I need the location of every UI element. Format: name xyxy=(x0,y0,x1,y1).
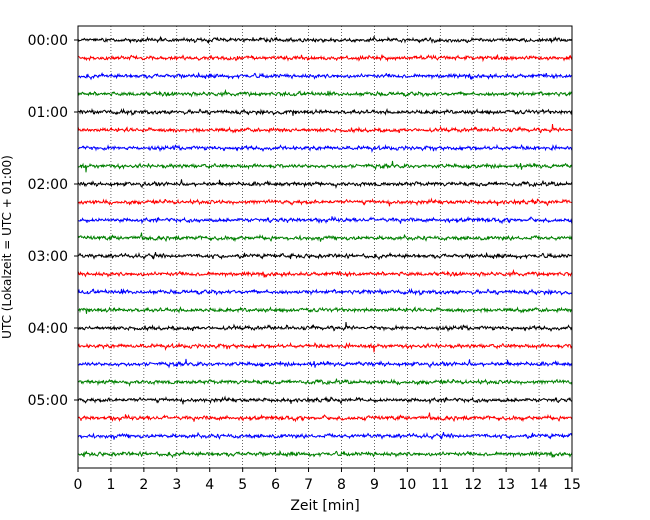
trace-04:30 xyxy=(77,358,573,369)
x-tick-label-14: 14 xyxy=(530,477,548,493)
x-tick-label-2: 2 xyxy=(139,477,148,493)
y-tick-label-0: 00:00 xyxy=(28,33,68,49)
trace-05:00 xyxy=(77,395,573,405)
trace-02:30 xyxy=(77,215,573,225)
seismic-traces xyxy=(77,35,573,459)
y-axis-ticks: 00:00 01:00 02:00 03:00 04:00 05:00 xyxy=(28,33,78,409)
x-tick-label-10: 10 xyxy=(398,477,416,493)
trace-01:30 xyxy=(77,143,573,154)
trace-05:30 xyxy=(77,432,573,441)
y-tick-label-4: 04:00 xyxy=(28,321,68,337)
x-tick-label-6: 6 xyxy=(271,477,280,493)
trace-00:00 xyxy=(77,35,573,44)
x-tick-label-0: 0 xyxy=(74,477,83,493)
x-tick-label-3: 3 xyxy=(172,477,181,493)
x-tick-label-9: 9 xyxy=(370,477,379,493)
x-axis-label: Zeit [min] xyxy=(290,498,359,514)
trace-05:15 xyxy=(77,412,573,423)
trace-04:00 xyxy=(77,322,573,333)
x-tick-label-15: 15 xyxy=(563,477,581,493)
trace-00:30 xyxy=(77,71,573,81)
trace-03:15 xyxy=(77,268,573,278)
y-axis-label: UTC (Lokalzeit = UTC + 01:00) xyxy=(0,155,14,339)
trace-03:30 xyxy=(77,287,573,297)
trace-01:15 xyxy=(77,124,573,134)
y-tick-label-3: 03:00 xyxy=(28,249,68,265)
trace-02:45 xyxy=(77,232,573,243)
y-tick-label-1: 01:00 xyxy=(28,105,68,121)
y-tick-label-5: 05:00 xyxy=(28,393,68,409)
trace-01:45 xyxy=(77,160,573,173)
x-tick-label-8: 8 xyxy=(337,477,346,493)
x-tick-label-5: 5 xyxy=(238,477,247,493)
trace-02:15 xyxy=(77,197,573,207)
trace-05:45 xyxy=(77,449,573,459)
plot-frame xyxy=(77,25,573,469)
trace-04:15 xyxy=(77,341,573,353)
trace-03:00 xyxy=(77,251,573,261)
x-tick-label-7: 7 xyxy=(304,477,313,493)
x-tick-label-12: 12 xyxy=(464,477,482,493)
trace-00:15 xyxy=(77,53,573,63)
x-tick-label-11: 11 xyxy=(431,477,449,493)
trace-02:00 xyxy=(77,179,573,189)
y-tick-label-2: 02:00 xyxy=(28,177,68,193)
trace-01:00 xyxy=(77,107,573,117)
x-tick-label-1: 1 xyxy=(106,477,115,493)
x-tick-label-13: 13 xyxy=(497,477,515,493)
trace-03:45 xyxy=(77,306,573,314)
trace-00:45 xyxy=(77,88,573,98)
x-axis-ticks: 0 1 2 3 4 5 6 7 8 9 10 11 12 13 14 15 xyxy=(74,468,581,493)
x-tick-label-4: 4 xyxy=(205,477,214,493)
trace-04:45 xyxy=(77,378,573,387)
